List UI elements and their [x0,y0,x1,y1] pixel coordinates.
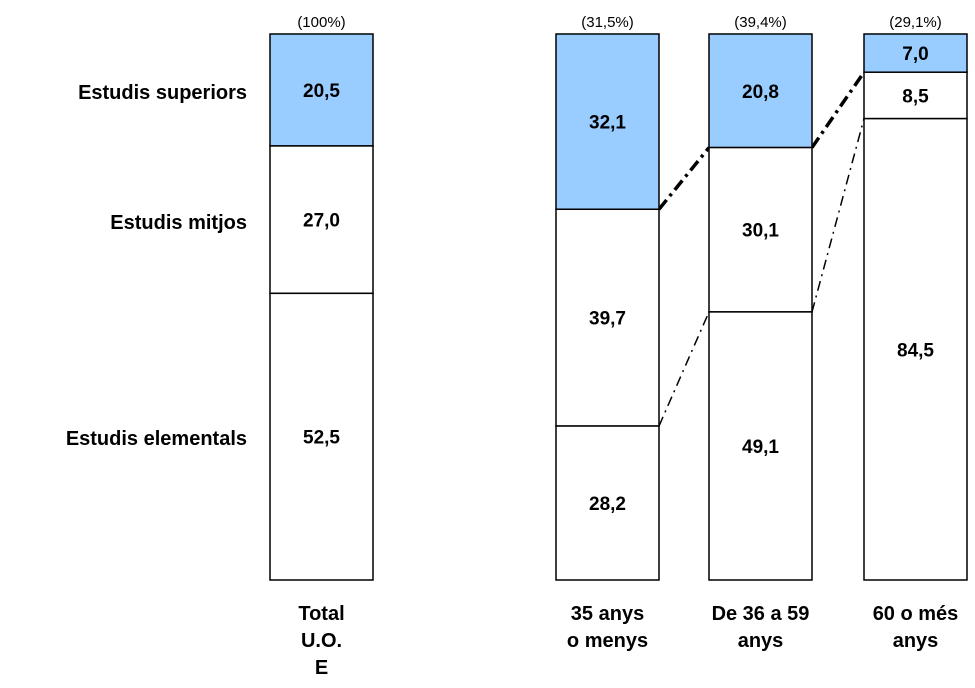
bar-segment [708,33,813,149]
category-label: anys [893,630,939,652]
category-label: 35 anys [571,603,644,625]
category-label: 60 o més [873,603,959,625]
category-label: E [315,657,328,679]
bars-group: 20,5 27,0 52,5 (100%) Total U.O. E 32,1 39,7 28,2… [269,14,968,679]
connector-superiors [657,146,711,211]
bar-2: 20,8 30,1 49,1 (39,4%) De 36 a 59 anys [708,14,813,652]
bar-segment [555,208,660,427]
data-label: 20,8 [742,82,779,103]
connector-mitjos [811,118,865,313]
bar-0: 20,5 27,0 52,5 (100%) Total U.O. E [269,14,374,679]
connector-superiors [810,71,866,149]
connector-mitjos [658,311,710,427]
category-label: Total [298,603,344,625]
bar-3: 7,0 8,5 84,5 (29,1%) 60 o més anys [863,14,968,652]
data-label: 27,0 [303,211,340,232]
data-label: 49,1 [742,437,779,458]
data-label: 7,0 [902,44,928,65]
category-label: o menys [567,630,648,652]
data-label: 30,1 [742,221,779,242]
data-label: 32,1 [589,113,626,134]
bar-segment [269,145,374,295]
bar-segment [269,33,374,147]
share-label: (29,1%) [889,14,942,31]
bar-1: 32,1 39,7 28,2 (31,5%) 35 anys o menys [555,14,660,652]
share-label: (39,4%) [734,14,787,31]
row-label-superiors: Estudis superiors [78,82,247,104]
bar-segment [555,33,660,211]
data-label: 20,5 [303,81,340,102]
data-label: 8,5 [902,86,929,107]
bar-segment [863,117,968,581]
row-label-mitjos: Estudis mitjos [110,212,247,234]
connector-lines [657,71,866,427]
bar-segment [863,33,968,73]
category-label: U.O. [301,630,342,652]
category-label: anys [738,630,784,652]
share-label: (100%) [297,14,345,31]
share-label: (31,5%) [581,14,634,31]
row-labels: Estudis superiors Estudis mitjos Estudis… [66,82,247,450]
data-label: 84,5 [897,340,934,361]
data-label: 28,2 [589,494,626,515]
bar-segment [708,146,813,313]
bar-segment [269,292,374,581]
data-label: 52,5 [303,428,340,449]
bar-segment [555,425,660,581]
row-label-elementals: Estudis elementals [66,428,247,450]
data-label: 39,7 [589,309,626,330]
bar-segment [708,311,813,581]
category-label: De 36 a 59 [712,603,810,625]
bar-segment [863,71,968,120]
